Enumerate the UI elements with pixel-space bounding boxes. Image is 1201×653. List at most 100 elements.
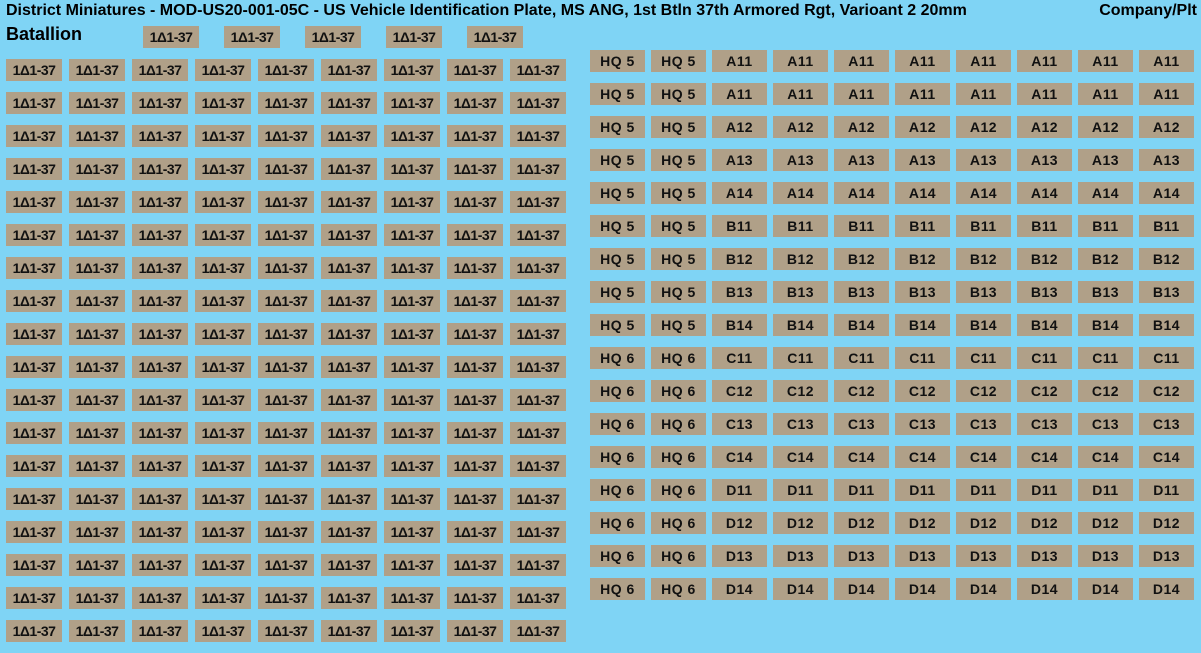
hq-plate: HQ 6 [651, 545, 706, 567]
company-plate: A12 [895, 116, 950, 138]
batallion-plate: 1Δ1-37 [6, 224, 62, 246]
batallion-plate: 1Δ1-37 [258, 389, 314, 411]
company-plate: D11 [712, 479, 767, 501]
batallion-plate: 1Δ1-37 [384, 158, 440, 180]
company-plate: C14 [1017, 446, 1072, 468]
batallion-plate: 1Δ1-37 [447, 257, 503, 279]
batallion-plate: 1Δ1-37 [321, 554, 377, 576]
company-plate: A12 [1017, 116, 1072, 138]
batallion-plate: 1Δ1-37 [384, 59, 440, 81]
company-plate: B14 [773, 314, 828, 336]
batallion-plate: 1Δ1-37 [384, 455, 440, 477]
batallion-plate: 1Δ1-37 [447, 323, 503, 345]
batallion-plate: 1Δ1-37 [69, 92, 125, 114]
company-plate: D11 [895, 479, 950, 501]
company-plate: A13 [1139, 149, 1194, 171]
batallion-plate: 1Δ1-37 [258, 257, 314, 279]
hq-plate: HQ 6 [590, 380, 645, 402]
batallion-plate: 1Δ1-37 [258, 620, 314, 642]
company-plate: B13 [712, 281, 767, 303]
company-row: HQ 6HQ 6D13D13D13D13D13D13D13D13 [590, 545, 1194, 567]
company-plate: C14 [712, 446, 767, 468]
batallion-plate: 1Δ1-37 [321, 224, 377, 246]
company-plate: B13 [1078, 281, 1133, 303]
batallion-plate: 1Δ1-37 [132, 554, 188, 576]
batallion-plate: 1Δ1-37 [510, 191, 566, 213]
company-plate: A11 [1017, 83, 1072, 105]
company-plate: B11 [895, 215, 950, 237]
batallion-plate: 1Δ1-37 [510, 158, 566, 180]
batallion-plate: 1Δ1-37 [69, 224, 125, 246]
company-plate: A13 [895, 149, 950, 171]
batallion-plate: 1Δ1-37 [258, 125, 314, 147]
company-plate: A14 [1139, 182, 1194, 204]
batallion-plate: 1Δ1-37 [321, 191, 377, 213]
batallion-plate: 1Δ1-37 [195, 323, 251, 345]
batallion-plate: 1Δ1-37 [132, 224, 188, 246]
company-plate: A11 [895, 83, 950, 105]
batallion-plate: 1Δ1-37 [321, 125, 377, 147]
company-plate: D13 [1139, 545, 1194, 567]
hq-plate: HQ 5 [651, 215, 706, 237]
company-plate: B14 [1139, 314, 1194, 336]
batallion-plate: 1Δ1-37 [132, 488, 188, 510]
batallion-plate: 1Δ1-37 [69, 455, 125, 477]
batallion-plate: 1Δ1-37 [258, 224, 314, 246]
batallion-plate: 1Δ1-37 [6, 422, 62, 444]
batallion-plate: 1Δ1-37 [447, 389, 503, 411]
batallion-plate: 1Δ1-37 [69, 389, 125, 411]
hq-plate: HQ 6 [590, 578, 645, 600]
batallion-row: 1Δ1-371Δ1-371Δ1-371Δ1-371Δ1-371Δ1-371Δ1-… [6, 422, 566, 444]
company-plate: A11 [773, 50, 828, 72]
batallion-row: 1Δ1-371Δ1-371Δ1-371Δ1-371Δ1-371Δ1-371Δ1-… [6, 290, 566, 312]
batallion-plate: 1Δ1-37 [132, 323, 188, 345]
company-plate: D14 [1139, 578, 1194, 600]
company-plate: C11 [1139, 347, 1194, 369]
batallion-plate: 1Δ1-37 [258, 356, 314, 378]
company-plate: D13 [712, 545, 767, 567]
company-plate: B11 [1017, 215, 1072, 237]
batallion-plate: 1Δ1-37 [132, 92, 188, 114]
company-plate: A11 [1017, 50, 1072, 72]
batallion-plate: 1Δ1-37 [132, 290, 188, 312]
company-plate: D11 [956, 479, 1011, 501]
batallion-row: 1Δ1-371Δ1-371Δ1-371Δ1-371Δ1-371Δ1-371Δ1-… [6, 620, 566, 642]
batallion-plate: 1Δ1-37 [447, 620, 503, 642]
batallion-plate: 1Δ1-37 [143, 26, 199, 48]
product-header: District Miniatures - MOD-US20-001-05C -… [6, 2, 967, 20]
company-row: HQ 6HQ 6C12C12C12C12C12C12C12C12 [590, 380, 1194, 402]
batallion-plate: 1Δ1-37 [447, 521, 503, 543]
batallion-plate: 1Δ1-37 [195, 620, 251, 642]
batallion-plate: 1Δ1-37 [69, 422, 125, 444]
batallion-plate: 1Δ1-37 [6, 125, 62, 147]
company-plate: C11 [712, 347, 767, 369]
company-plate: A11 [956, 83, 1011, 105]
company-plate: C11 [1078, 347, 1133, 369]
hq-plate: HQ 6 [590, 446, 645, 468]
company-plate: B14 [1017, 314, 1072, 336]
company-row: HQ 5HQ 5A12A12A12A12A12A12A12A12 [590, 116, 1194, 138]
hq-plate: HQ 5 [590, 83, 645, 105]
company-plate: A13 [773, 149, 828, 171]
batallion-plate: 1Δ1-37 [510, 257, 566, 279]
company-row: HQ 5HQ 5B14B14B14B14B14B14B14B14 [590, 314, 1194, 336]
company-row: HQ 5HQ 5A13A13A13A13A13A13A13A13 [590, 149, 1194, 171]
batallion-plate: 1Δ1-37 [6, 323, 62, 345]
batallion-plate: 1Δ1-37 [69, 521, 125, 543]
batallion-plate: 1Δ1-37 [69, 587, 125, 609]
batallion-plate: 1Δ1-37 [384, 125, 440, 147]
batallion-plate: 1Δ1-37 [305, 26, 361, 48]
company-row: HQ 6HQ 6C13C13C13C13C13C13C13C13 [590, 413, 1194, 435]
batallion-plate: 1Δ1-37 [6, 191, 62, 213]
company-plate: B11 [956, 215, 1011, 237]
company-plate: A11 [956, 50, 1011, 72]
batallion-plate: 1Δ1-37 [258, 158, 314, 180]
batallion-plate: 1Δ1-37 [195, 455, 251, 477]
batallion-plate: 1Δ1-37 [69, 59, 125, 81]
batallion-plate: 1Δ1-37 [510, 587, 566, 609]
hq-plate: HQ 5 [651, 248, 706, 270]
batallion-plate: 1Δ1-37 [447, 59, 503, 81]
company-panel: HQ 5HQ 5A11A11A11A11A11A11A11A11HQ 5HQ 5… [590, 50, 1194, 611]
batallion-plate: 1Δ1-37 [6, 92, 62, 114]
batallion-row: 1Δ1-371Δ1-371Δ1-371Δ1-371Δ1-371Δ1-371Δ1-… [6, 158, 566, 180]
